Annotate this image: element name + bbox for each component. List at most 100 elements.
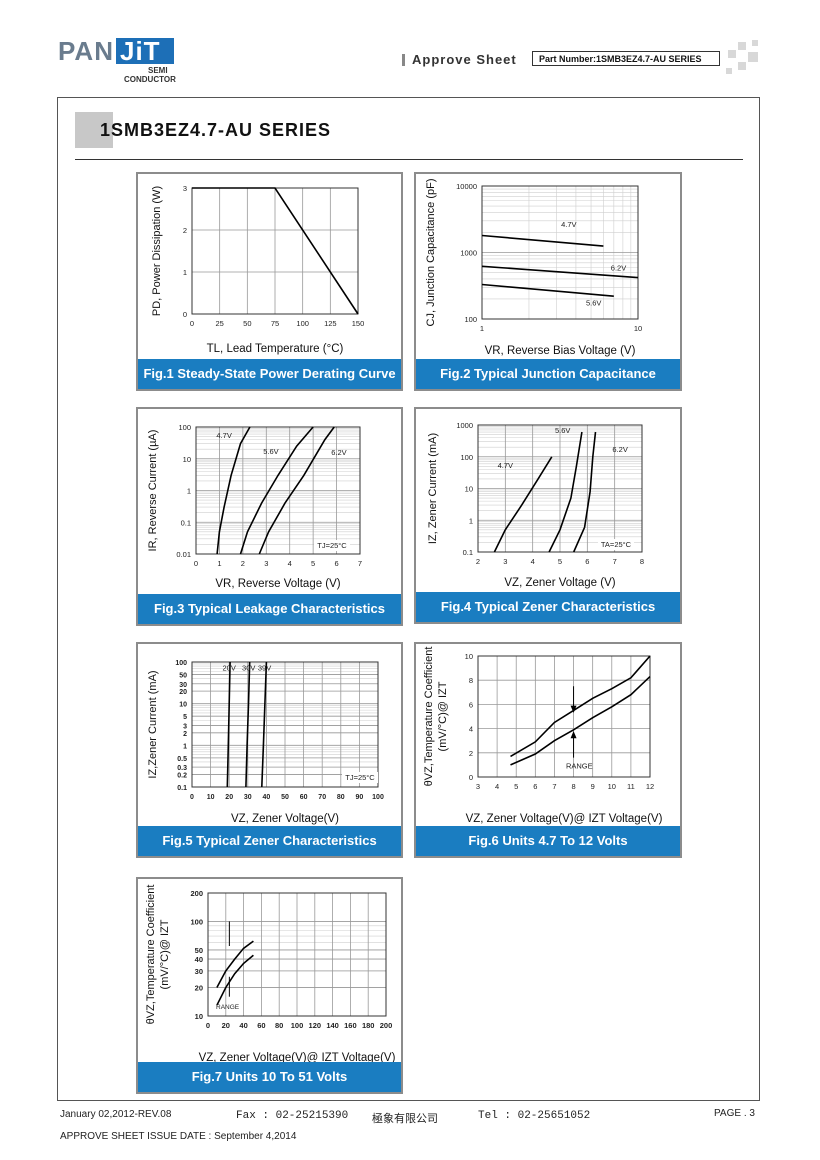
y-tick-label: 10 xyxy=(465,485,473,494)
x-tick-label: 10 xyxy=(207,794,215,801)
y-tick-label: 8 xyxy=(469,676,473,685)
x-tick-label: 4 xyxy=(495,782,499,791)
series-label: 6.2V xyxy=(612,445,627,454)
series-label: 30V xyxy=(242,664,255,673)
chart-note: RANGE xyxy=(216,1004,240,1011)
figure-2-chart: 1 10 100 1000 10000 4.7V 6.2V 5.6V VR, Reverse B… xyxy=(425,179,642,357)
y-tick-label: 1 xyxy=(183,268,187,277)
x-tick-label: 50 xyxy=(243,319,251,328)
y-tick-label: 200 xyxy=(190,889,203,898)
y-tick-label: 100 xyxy=(460,453,473,462)
y-tick-label: 20 xyxy=(179,689,187,696)
x-tick-label: 25 xyxy=(215,319,223,328)
figure-7-chart: 0 20 40 60 80 100 120 140 160 180 2001020304050100… xyxy=(145,885,396,1062)
series-line-39v xyxy=(261,661,268,788)
x-tick-label: 75 xyxy=(271,319,279,328)
note-background xyxy=(598,539,634,550)
decorative-square xyxy=(752,40,758,46)
x-tick-label: 140 xyxy=(326,1021,339,1030)
figure-5-caption: Fig.5 Typical Zener Characteristics xyxy=(138,826,401,856)
x-tick-label: 100 xyxy=(291,1021,304,1030)
series-label: 4.7V xyxy=(561,220,576,229)
logo-jit-box xyxy=(116,38,174,64)
figure-4-caption: Fig.4 Typical Zener Characteristics xyxy=(416,592,680,622)
x-tick-label: 8 xyxy=(571,782,575,791)
decorative-square xyxy=(726,68,732,74)
x-tick-label: 90 xyxy=(356,794,364,801)
plot-frame xyxy=(477,424,643,553)
x-tick-label: 180 xyxy=(362,1021,375,1030)
series-label: 4.7V xyxy=(216,431,231,440)
x-tick-label: 60 xyxy=(257,1021,265,1030)
y-tick-label: 0.1 xyxy=(181,518,191,527)
x-tick-label: 20 xyxy=(225,794,233,801)
y-tick-label: 0.2 xyxy=(177,772,187,779)
x-tick-label: 0 xyxy=(194,559,198,568)
chart-note: TA=25°C xyxy=(601,540,632,549)
figure-4-chart: 2 3 4 5 6 7 8 0.1 1 10 100 1000 4.7V 5.6V 6.2V VZ, Zene… xyxy=(427,421,644,589)
y-tick-label: 0.3 xyxy=(177,765,187,772)
logo-jit-text: JiT xyxy=(120,36,161,66)
y-axis-label: IZ,Zener Current (mA) xyxy=(147,670,159,778)
x-tick-label: 5 xyxy=(514,782,518,791)
x-tick-label: 2 xyxy=(476,557,480,566)
plot-frame xyxy=(195,426,361,555)
x-tick-label: 6 xyxy=(334,559,338,568)
figure-7-caption: Fig.7 Units 10 To 51 Volts xyxy=(138,1062,401,1092)
title-marker-block xyxy=(75,112,113,148)
figure-6-caption: Fig.6 Units 4.7 To 12 Volts xyxy=(416,826,680,856)
x-tick-label: 100 xyxy=(372,794,384,801)
y-tick-label: 50 xyxy=(195,946,203,955)
y-tick-label: 10000 xyxy=(456,182,477,191)
footer-page-number: PAGE . 3 xyxy=(714,1108,755,1119)
series-line-30v xyxy=(245,661,251,788)
y-tick-label: 30 xyxy=(179,682,187,689)
series-line-56v xyxy=(239,426,314,555)
x-tick-label: 160 xyxy=(344,1021,357,1030)
series-line-curve1 xyxy=(192,187,359,315)
y-axis-label: PD, Power Dissipation (W) xyxy=(151,186,163,316)
series-label: 5.6V xyxy=(555,426,570,435)
figure-6-chart: 3 4 5 6 7 8 9 10 11 12 0 2 4 6 8 10 VZ, Zener Voltage(V)… xyxy=(423,647,663,825)
series-line-56v xyxy=(548,431,583,553)
y-tick-label: 50 xyxy=(179,673,187,680)
x-tick-label: 3 xyxy=(264,559,268,568)
y-tick-label: 40 xyxy=(195,955,203,964)
chart-note: TJ=25°C xyxy=(345,773,375,782)
series-line-lower xyxy=(216,954,254,1006)
x-tick-label: 0 xyxy=(190,319,194,328)
series-line-47v xyxy=(481,234,604,247)
x-tick-label: 10 xyxy=(634,324,642,333)
series-line-20v xyxy=(226,661,231,788)
y-tick-label: 10 xyxy=(183,455,191,464)
y-tick-label: 20 xyxy=(195,984,203,993)
series-label: 39V xyxy=(258,664,271,673)
x-tick-label: 80 xyxy=(275,1021,283,1030)
y-tick-label: 0.01 xyxy=(176,550,191,559)
x-tick-label: 70 xyxy=(318,794,326,801)
chart-note: RANGE xyxy=(566,762,593,771)
footer-issue-date: APPROVE SHEET ISSUE DATE : September 4,2… xyxy=(60,1131,297,1142)
x-axis-label: VR, Reverse Voltage (V) xyxy=(215,578,340,590)
x-tick-label: 6 xyxy=(585,557,589,566)
approve-sheet-marker xyxy=(402,54,405,66)
decorative-square xyxy=(738,42,746,50)
x-axis-label: TL, Lead Temperature (°C) xyxy=(207,343,344,355)
y-tick-label: 0.1 xyxy=(463,548,473,557)
series-line-upper xyxy=(216,940,254,988)
figure-7-panel: 0 20 40 60 80 100 120 140 160 180 200 10 20 30 40 50 100… xyxy=(136,877,403,1094)
figure-3-panel: 0 1 2 3 4 5 6 7 0.01 0.1 1 10 100 4.7V 5.6V 6.2V VR, Rev… xyxy=(136,407,403,626)
y-tick-label: 1 xyxy=(183,743,187,750)
series-line-upper xyxy=(510,655,651,758)
y-tick-label: 10 xyxy=(465,652,473,661)
logo-pan-text: PAN xyxy=(58,36,114,66)
plot-frame xyxy=(207,892,387,1017)
x-tick-label: 30 xyxy=(244,794,252,801)
figure-1-panel: 0 25 50 75 100 125 150 0 1 2 3 TL, Lead Temperature… xyxy=(136,172,403,391)
x-tick-label: 40 xyxy=(263,794,271,801)
part-number-box: Part Number:1SMB3EZ4.7-AU SERIES xyxy=(532,51,720,66)
decorative-square xyxy=(738,62,746,70)
decorative-square xyxy=(728,50,736,58)
x-tick-label: 40 xyxy=(239,1021,247,1030)
x-axis-label: VR, Reverse Bias Voltage (V) xyxy=(485,345,636,357)
